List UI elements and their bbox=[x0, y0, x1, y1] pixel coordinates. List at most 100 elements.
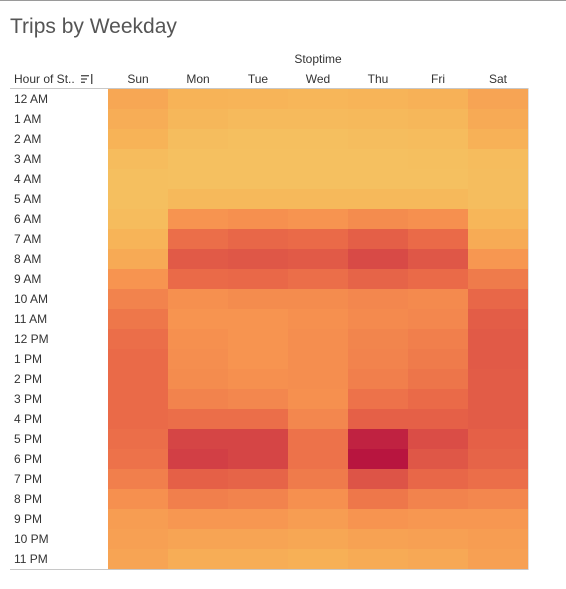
heatmap-cell-sun-9pm[interactable] bbox=[108, 509, 168, 529]
heatmap-cell-sat-2pm[interactable] bbox=[468, 369, 528, 389]
heatmap-cell-wed-6am[interactable] bbox=[288, 209, 348, 229]
heatmap-cell-mon-5pm[interactable] bbox=[168, 429, 228, 449]
heatmap-cell-thu-6am[interactable] bbox=[348, 209, 408, 229]
heatmap-cell-tue-5pm[interactable] bbox=[228, 429, 288, 449]
heatmap-cell-fri-9am[interactable] bbox=[408, 269, 468, 289]
heatmap-cell-sun-3am[interactable] bbox=[108, 149, 168, 169]
heatmap-cell-mon-12pm[interactable] bbox=[168, 329, 228, 349]
heatmap-cell-sat-5am[interactable] bbox=[468, 189, 528, 209]
heatmap-cell-wed-1am[interactable] bbox=[288, 109, 348, 129]
heatmap-cell-thu-11pm[interactable] bbox=[348, 549, 408, 569]
heatmap-cell-thu-3pm[interactable] bbox=[348, 389, 408, 409]
heatmap-cell-fri-6pm[interactable] bbox=[408, 449, 468, 469]
heatmap-cell-mon-10am[interactable] bbox=[168, 289, 228, 309]
heatmap-cell-fri-3pm[interactable] bbox=[408, 389, 468, 409]
heatmap-cell-thu-2am[interactable] bbox=[348, 129, 408, 149]
heatmap-cell-mon-3am[interactable] bbox=[168, 149, 228, 169]
heatmap-cell-tue-8pm[interactable] bbox=[228, 489, 288, 509]
heatmap-cell-mon-8am[interactable] bbox=[168, 249, 228, 269]
heatmap-cell-sat-7am[interactable] bbox=[468, 229, 528, 249]
heatmap-cell-sat-3am[interactable] bbox=[468, 149, 528, 169]
heatmap-cell-tue-1am[interactable] bbox=[228, 109, 288, 129]
heatmap-cell-mon-12am[interactable] bbox=[168, 89, 228, 109]
heatmap-cell-sat-6am[interactable] bbox=[468, 209, 528, 229]
heatmap-cell-wed-11am[interactable] bbox=[288, 309, 348, 329]
heatmap-cell-wed-8pm[interactable] bbox=[288, 489, 348, 509]
heatmap-cell-fri-8am[interactable] bbox=[408, 249, 468, 269]
heatmap-cell-sat-4am[interactable] bbox=[468, 169, 528, 189]
heatmap-cell-fri-10am[interactable] bbox=[408, 289, 468, 309]
heatmap-cell-sun-3pm[interactable] bbox=[108, 389, 168, 409]
heatmap-cell-thu-12am[interactable] bbox=[348, 89, 408, 109]
heatmap-cell-thu-1am[interactable] bbox=[348, 109, 408, 129]
heatmap-cell-sun-10am[interactable] bbox=[108, 289, 168, 309]
heatmap-cell-wed-11pm[interactable] bbox=[288, 549, 348, 569]
heatmap-cell-tue-6am[interactable] bbox=[228, 209, 288, 229]
heatmap-cell-mon-7pm[interactable] bbox=[168, 469, 228, 489]
heatmap-cell-sat-10pm[interactable] bbox=[468, 529, 528, 549]
heatmap-cell-mon-11am[interactable] bbox=[168, 309, 228, 329]
heatmap-cell-tue-11am[interactable] bbox=[228, 309, 288, 329]
heatmap-cell-sun-5pm[interactable] bbox=[108, 429, 168, 449]
heatmap-cell-wed-5pm[interactable] bbox=[288, 429, 348, 449]
heatmap-cell-wed-12am[interactable] bbox=[288, 89, 348, 109]
heatmap-cell-mon-4pm[interactable] bbox=[168, 409, 228, 429]
heatmap-cell-tue-12pm[interactable] bbox=[228, 329, 288, 349]
heatmap-cell-wed-2am[interactable] bbox=[288, 129, 348, 149]
heatmap-cell-mon-11pm[interactable] bbox=[168, 549, 228, 569]
heatmap-cell-fri-7am[interactable] bbox=[408, 229, 468, 249]
heatmap-cell-thu-2pm[interactable] bbox=[348, 369, 408, 389]
heatmap-cell-fri-1am[interactable] bbox=[408, 109, 468, 129]
heatmap-cell-sun-7pm[interactable] bbox=[108, 469, 168, 489]
heatmap-cell-tue-4am[interactable] bbox=[228, 169, 288, 189]
heatmap-cell-sun-4am[interactable] bbox=[108, 169, 168, 189]
heatmap-cell-wed-6pm[interactable] bbox=[288, 449, 348, 469]
heatmap-cell-sat-6pm[interactable] bbox=[468, 449, 528, 469]
sort-descending-icon[interactable] bbox=[80, 74, 93, 84]
row-header[interactable]: Hour of St.. bbox=[14, 72, 93, 86]
heatmap-cell-wed-5am[interactable] bbox=[288, 189, 348, 209]
heatmap-cell-fri-11am[interactable] bbox=[408, 309, 468, 329]
heatmap-cell-sun-9am[interactable] bbox=[108, 269, 168, 289]
heatmap-cell-thu-7pm[interactable] bbox=[348, 469, 408, 489]
heatmap-cell-sat-1pm[interactable] bbox=[468, 349, 528, 369]
heatmap-cell-thu-1pm[interactable] bbox=[348, 349, 408, 369]
heatmap-cell-sat-4pm[interactable] bbox=[468, 409, 528, 429]
heatmap-cell-wed-4am[interactable] bbox=[288, 169, 348, 189]
heatmap-cell-thu-5pm[interactable] bbox=[348, 429, 408, 449]
heatmap-cell-thu-7am[interactable] bbox=[348, 229, 408, 249]
column-header-wed[interactable]: Wed bbox=[305, 72, 331, 86]
heatmap-cell-fri-4am[interactable] bbox=[408, 169, 468, 189]
column-header-tue[interactable]: Tue bbox=[247, 72, 269, 86]
heatmap-cell-wed-7am[interactable] bbox=[288, 229, 348, 249]
heatmap-cell-mon-3pm[interactable] bbox=[168, 389, 228, 409]
heatmap-cell-sat-11pm[interactable] bbox=[468, 549, 528, 569]
heatmap-cell-mon-2pm[interactable] bbox=[168, 369, 228, 389]
heatmap-cell-fri-2pm[interactable] bbox=[408, 369, 468, 389]
heatmap-cell-tue-2pm[interactable] bbox=[228, 369, 288, 389]
heatmap-cell-thu-9am[interactable] bbox=[348, 269, 408, 289]
heatmap-cell-tue-3am[interactable] bbox=[228, 149, 288, 169]
heatmap-cell-sun-7am[interactable] bbox=[108, 229, 168, 249]
heatmap-cell-sun-1pm[interactable] bbox=[108, 349, 168, 369]
heatmap-cell-sat-10am[interactable] bbox=[468, 289, 528, 309]
heatmap-cell-sat-12pm[interactable] bbox=[468, 329, 528, 349]
heatmap-cell-wed-12pm[interactable] bbox=[288, 329, 348, 349]
heatmap-cell-fri-6am[interactable] bbox=[408, 209, 468, 229]
heatmap-cell-tue-7am[interactable] bbox=[228, 229, 288, 249]
heatmap-cell-thu-4pm[interactable] bbox=[348, 409, 408, 429]
heatmap-cell-fri-7pm[interactable] bbox=[408, 469, 468, 489]
heatmap-cell-mon-1pm[interactable] bbox=[168, 349, 228, 369]
heatmap-cell-thu-4am[interactable] bbox=[348, 169, 408, 189]
heatmap-cell-mon-5am[interactable] bbox=[168, 189, 228, 209]
heatmap-cell-tue-6pm[interactable] bbox=[228, 449, 288, 469]
heatmap-cell-thu-3am[interactable] bbox=[348, 149, 408, 169]
heatmap-cell-sun-10pm[interactable] bbox=[108, 529, 168, 549]
heatmap-cell-tue-8am[interactable] bbox=[228, 249, 288, 269]
heatmap-cell-fri-12pm[interactable] bbox=[408, 329, 468, 349]
heatmap-cell-fri-10pm[interactable] bbox=[408, 529, 468, 549]
heatmap-cell-sat-8am[interactable] bbox=[468, 249, 528, 269]
heatmap-cell-mon-1am[interactable] bbox=[168, 109, 228, 129]
heatmap-cell-sun-8pm[interactable] bbox=[108, 489, 168, 509]
heatmap-cell-sun-2am[interactable] bbox=[108, 129, 168, 149]
